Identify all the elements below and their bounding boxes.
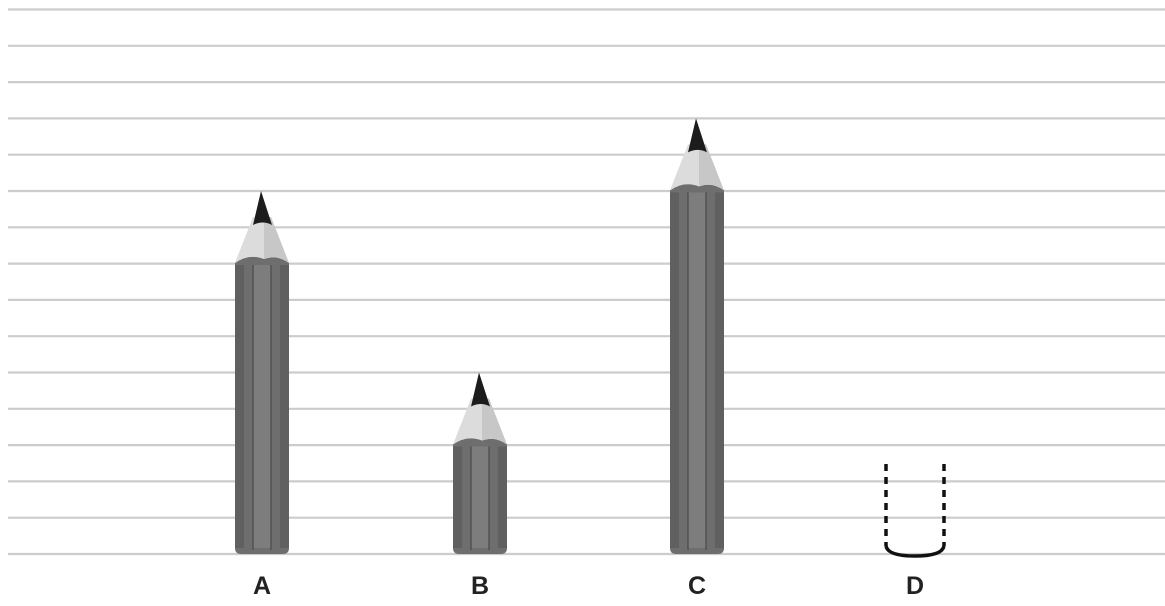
pencil-wood-shade xyxy=(699,144,724,191)
pencil-facet xyxy=(715,192,724,548)
pencil-facet xyxy=(280,265,289,548)
label-d: D xyxy=(905,572,925,600)
pencil-lead xyxy=(253,191,272,225)
pencil-c xyxy=(670,118,724,554)
pencil-b xyxy=(453,372,507,554)
pencil-lead xyxy=(471,372,490,407)
pencil-facet xyxy=(453,446,462,548)
pencil-wood-shade xyxy=(482,398,507,445)
pencil-lead xyxy=(688,118,707,153)
label-b: B xyxy=(470,572,490,600)
pencil-a xyxy=(235,191,289,554)
outline-base xyxy=(884,545,946,558)
pencil-d-outline xyxy=(884,464,946,558)
pencil-facet xyxy=(235,265,244,548)
pencil-facet xyxy=(498,446,507,548)
pencil-wood-shade xyxy=(264,217,289,263)
pencil-facet xyxy=(253,265,271,548)
pencil-facet xyxy=(471,446,489,548)
pencil-facet xyxy=(670,192,679,548)
pencil-facet xyxy=(688,192,706,548)
label-a: A xyxy=(252,572,272,600)
label-c: C xyxy=(687,572,707,600)
